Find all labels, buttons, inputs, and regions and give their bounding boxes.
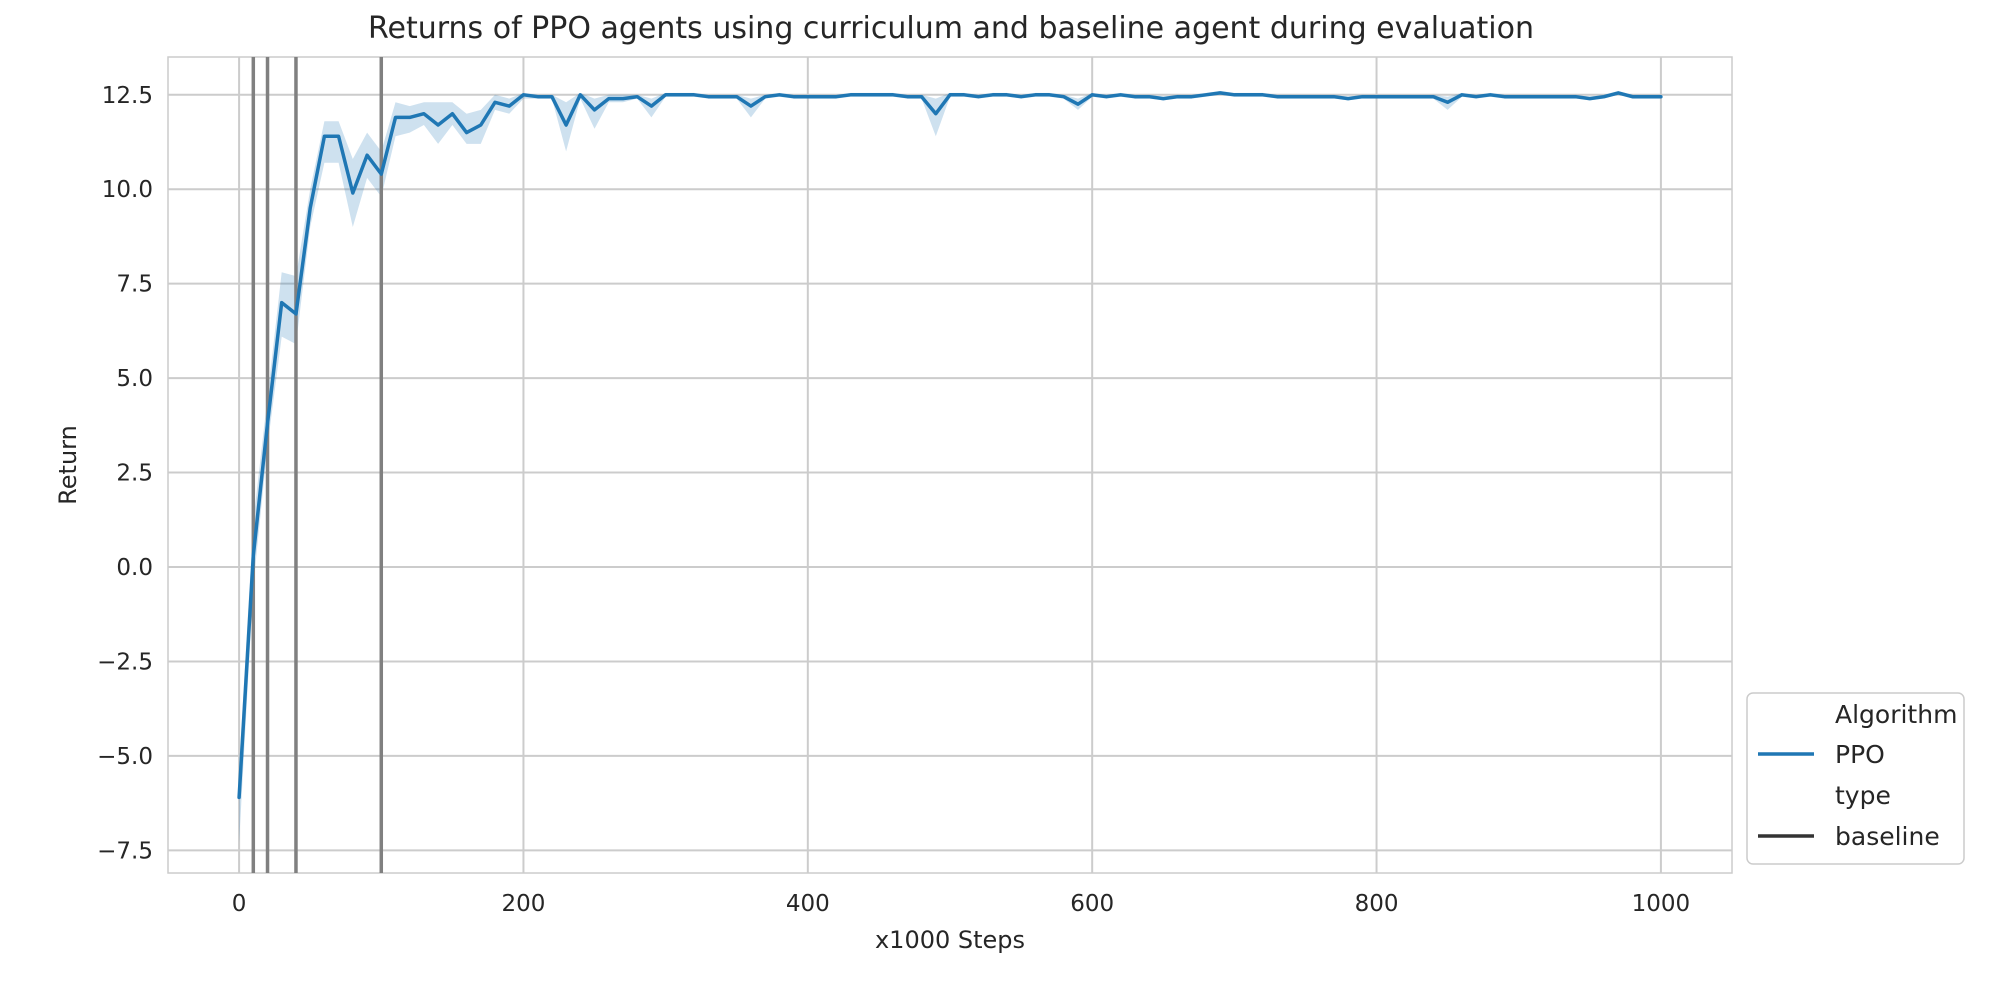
plot-area bbox=[167, 56, 1733, 874]
legend: Algorithm PPO type baseline bbox=[1746, 692, 1965, 865]
y-tick-label: 5.0 bbox=[116, 366, 153, 392]
x-tick-label: 800 bbox=[1355, 891, 1399, 917]
baseline-marker-layer bbox=[251, 57, 384, 873]
x-tick-labels: 0 200 400 600 800 1000 bbox=[232, 891, 1690, 917]
y-tick-label: 12.5 bbox=[102, 83, 153, 109]
x-tick-label: 600 bbox=[1070, 891, 1114, 917]
x-tick-label: 0 bbox=[232, 891, 247, 917]
x-axis-title: x1000 Steps bbox=[875, 926, 1025, 954]
y-tick-label: −2.5 bbox=[97, 649, 153, 675]
legend-label-baseline: baseline bbox=[1835, 822, 1940, 851]
series-line-layer bbox=[237, 91, 1663, 800]
legend-label-algorithm: Algorithm bbox=[1835, 700, 1957, 729]
x-tick-label: 200 bbox=[502, 891, 546, 917]
legend-box bbox=[1746, 692, 1965, 865]
legend-label-type: type bbox=[1835, 781, 1891, 810]
y-tick-label: −5.0 bbox=[97, 744, 153, 770]
x-tick-label: 400 bbox=[786, 891, 830, 917]
y-tick-label: −7.5 bbox=[97, 838, 153, 864]
y-tick-label: 7.5 bbox=[116, 272, 153, 298]
y-tick-label: 10.0 bbox=[102, 177, 153, 203]
y-tick-label: 2.5 bbox=[116, 461, 153, 487]
y-axis-title: Return bbox=[54, 425, 82, 505]
y-tick-labels: −7.5 −5.0 −2.5 0.0 2.5 5.0 7.5 10.0 12.5 bbox=[97, 83, 153, 865]
y-tick-label: 0.0 bbox=[116, 555, 153, 581]
x-tick-label: 1000 bbox=[1632, 891, 1691, 917]
legend-label-ppo: PPO bbox=[1835, 740, 1885, 769]
chart-title: Returns of PPO agents using curriculum a… bbox=[368, 11, 1534, 46]
ppo-series-line bbox=[237, 91, 1663, 800]
